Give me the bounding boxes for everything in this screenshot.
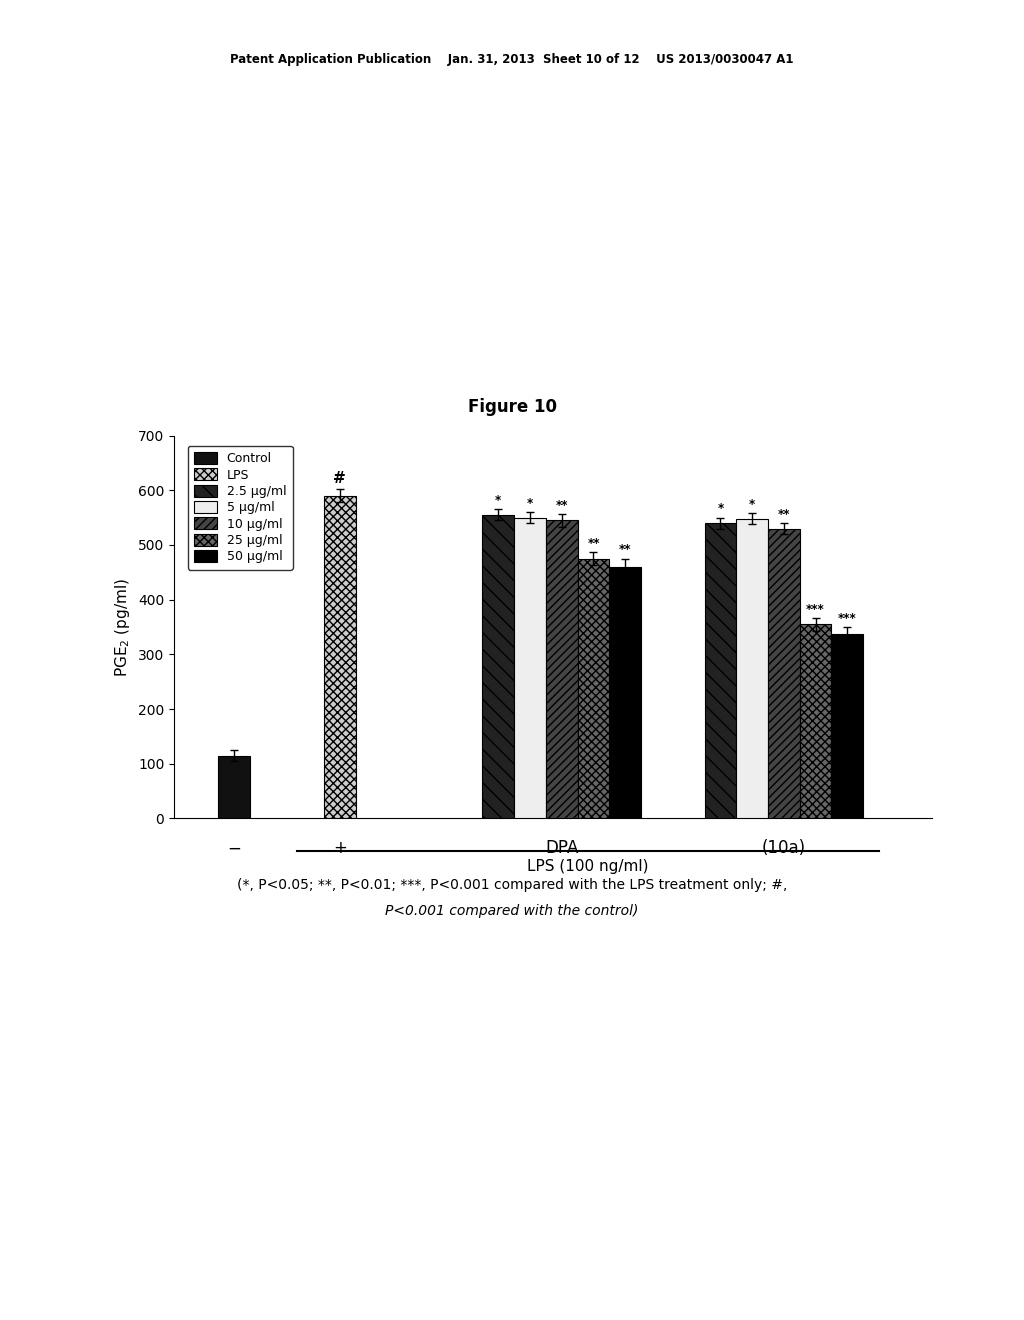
Text: **: ** xyxy=(618,544,632,557)
Text: #: # xyxy=(334,471,346,486)
Bar xyxy=(736,519,768,818)
Bar xyxy=(482,515,514,818)
Text: **: ** xyxy=(556,499,568,512)
Bar xyxy=(609,566,641,818)
Text: Figure 10: Figure 10 xyxy=(468,397,556,416)
Bar xyxy=(578,558,609,818)
Bar xyxy=(768,528,800,818)
Text: DPA: DPA xyxy=(545,840,579,857)
Text: **: ** xyxy=(777,508,791,521)
Legend: Control, LPS, 2.5 μg/ml, 5 μg/ml, 10 μg/ml, 25 μg/ml, 50 μg/ml: Control, LPS, 2.5 μg/ml, 5 μg/ml, 10 μg/… xyxy=(188,446,293,570)
Bar xyxy=(218,755,250,818)
Text: Patent Application Publication    Jan. 31, 2013  Sheet 10 of 12    US 2013/00300: Patent Application Publication Jan. 31, … xyxy=(230,53,794,66)
Text: (10a): (10a) xyxy=(762,840,806,857)
Text: +: + xyxy=(333,840,347,857)
Text: P<0.001 compared with the control): P<0.001 compared with the control) xyxy=(385,904,639,919)
Bar xyxy=(831,634,863,818)
Text: −: − xyxy=(227,840,241,857)
Bar xyxy=(324,496,355,818)
Bar xyxy=(514,517,546,818)
Y-axis label: PGE$_2$ (pg/ml): PGE$_2$ (pg/ml) xyxy=(114,577,132,677)
Bar xyxy=(800,624,831,818)
Text: *: * xyxy=(717,503,724,515)
Text: (*, P<0.05; **, P<0.01; ***, P<0.001 compared with the LPS treatment only; #,: (*, P<0.05; **, P<0.01; ***, P<0.001 com… xyxy=(237,878,787,892)
Bar xyxy=(546,520,578,818)
Text: *: * xyxy=(749,498,756,511)
Text: *: * xyxy=(527,496,534,510)
Text: ***: *** xyxy=(838,611,857,624)
Text: **: ** xyxy=(587,537,600,550)
Text: *: * xyxy=(496,494,502,507)
Text: ***: *** xyxy=(806,602,825,615)
Text: LPS (100 ng/ml): LPS (100 ng/ml) xyxy=(527,859,649,874)
Bar xyxy=(705,523,736,818)
